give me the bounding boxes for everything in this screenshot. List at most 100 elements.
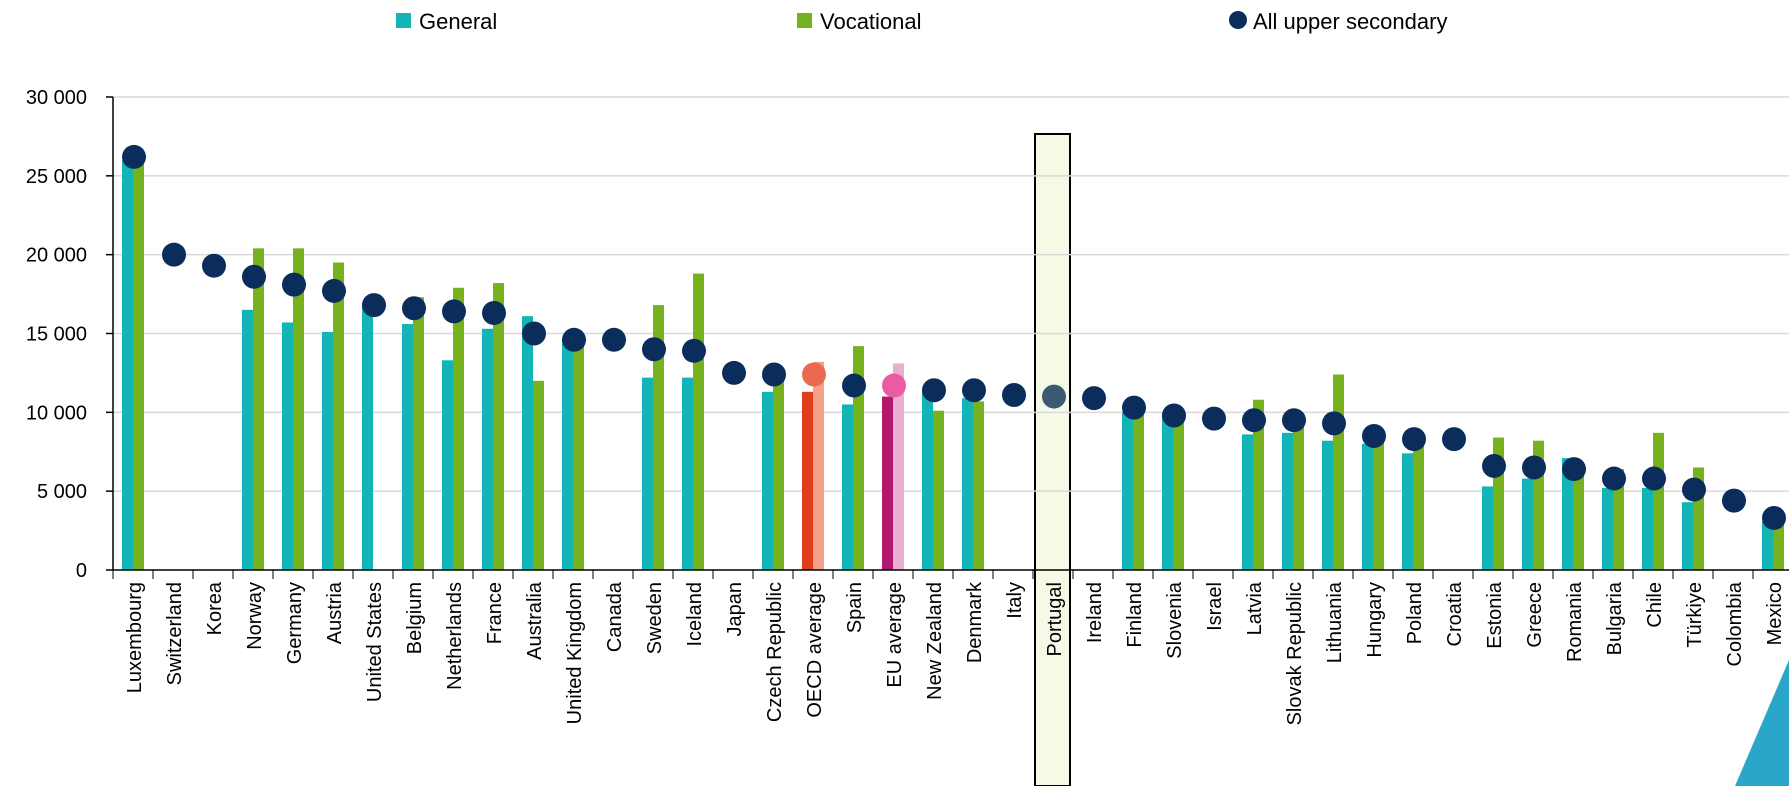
bar-general <box>1482 486 1493 570</box>
gridlines <box>113 96 1789 492</box>
bar-general <box>1522 478 1533 570</box>
bar-vocational <box>893 363 904 570</box>
x-category-label: Slovak Republic <box>1284 582 1306 725</box>
legend-label-all: All upper secondary <box>1253 9 1447 34</box>
x-category-label: Austria <box>324 581 346 644</box>
bar-general <box>882 396 893 570</box>
dot-all-upper-secondary <box>1362 423 1386 448</box>
x-category-label: Mexico <box>1764 582 1786 645</box>
bar-vocational <box>1293 420 1304 570</box>
highlight-box <box>1034 133 1071 786</box>
x-category-label: Norway <box>244 582 266 650</box>
dot-all-upper-secondary <box>1202 406 1226 431</box>
bar-vocational <box>1333 374 1344 570</box>
dot-all-upper-secondary <box>1402 427 1426 452</box>
dot-all-upper-secondary <box>1002 382 1026 407</box>
bar-general <box>682 377 693 570</box>
x-category-label: Spain <box>844 582 866 633</box>
dot-all-upper-secondary <box>482 301 506 326</box>
dot-all-upper-secondary <box>1722 488 1746 513</box>
bar-vocational <box>813 361 824 570</box>
dot-all-upper-secondary <box>1442 427 1466 452</box>
dot-all-upper-secondary <box>1282 408 1306 433</box>
bar-vocational <box>333 262 344 570</box>
bar-vocational <box>693 273 704 570</box>
y-tick-label: 30 000 <box>26 87 87 109</box>
dot-all-upper-secondary <box>362 293 386 318</box>
bar-general <box>522 316 533 570</box>
x-category-label: Korea <box>204 581 226 635</box>
bar-general <box>1162 412 1173 570</box>
dot-all-upper-secondary <box>402 296 426 321</box>
dot-all-upper-secondary <box>322 278 346 303</box>
dots <box>122 144 1786 530</box>
bar-general <box>922 391 933 570</box>
bar-general <box>842 404 853 570</box>
dot-all-upper-secondary <box>1122 395 1146 420</box>
dot-all-upper-secondary <box>522 321 546 346</box>
bar-general <box>1322 440 1333 570</box>
bar-vocational <box>133 160 144 571</box>
bar-general <box>1362 443 1373 570</box>
x-category-label: Iceland <box>684 582 706 647</box>
bar-vocational <box>413 297 424 570</box>
bar-vocational <box>293 248 304 571</box>
dot-all-upper-secondary <box>1322 411 1346 436</box>
y-tick-label: 0 <box>76 560 87 582</box>
dot-all-upper-secondary <box>762 362 786 387</box>
x-category-label: Croatia <box>1444 581 1466 646</box>
legend-swatch-vocational <box>797 13 812 28</box>
axes: 0 5 000 10 000 15 000 20 000 25 000 30 000 <box>26 87 1789 582</box>
dot-all-upper-secondary <box>1522 455 1546 480</box>
bar-vocational <box>1693 467 1704 570</box>
x-category-label: Canada <box>604 581 626 652</box>
y-tick-label: 25 000 <box>26 166 87 188</box>
dot-all-upper-secondary <box>1642 466 1666 491</box>
bar-general <box>762 391 773 570</box>
bar-general <box>442 360 453 570</box>
dot-all-upper-secondary <box>282 272 306 297</box>
bar-vocational <box>1413 439 1424 570</box>
bar-general <box>1642 488 1653 570</box>
bar-general <box>1242 434 1253 570</box>
bar-vocational <box>853 346 864 570</box>
y-tick-label: 5 000 <box>37 481 87 503</box>
bar-general <box>1562 458 1573 570</box>
bar-general <box>962 398 973 570</box>
bar-general <box>282 322 293 570</box>
bar-vocational <box>933 410 944 570</box>
dot-all-upper-secondary <box>642 337 666 362</box>
dot-all-upper-secondary <box>1682 477 1706 502</box>
x-category-label: United Kingdom <box>564 582 586 724</box>
y-tick-label: 10 000 <box>26 402 87 424</box>
bar-vocational <box>973 401 984 570</box>
bar-vocational <box>1493 437 1504 570</box>
bar-vocational <box>1773 514 1784 570</box>
legend-swatch-general <box>396 13 411 28</box>
bar-general <box>242 309 253 570</box>
x-category-label: Belgium <box>404 582 426 654</box>
dot-all-upper-secondary <box>1602 466 1626 491</box>
bar-vocational <box>1613 469 1624 570</box>
x-category-label: Türkiye <box>1684 582 1706 648</box>
bar-vocational <box>773 379 784 570</box>
dot-all-upper-secondary <box>1162 403 1186 428</box>
x-category-label: Ireland <box>1084 582 1106 643</box>
x-category-label: OECD average <box>804 582 826 718</box>
dot-all-upper-secondary <box>962 378 986 403</box>
bar-vocational <box>253 248 264 571</box>
bar-general <box>482 328 493 570</box>
corner-decoration <box>1735 660 1789 786</box>
dot-all-upper-secondary <box>242 264 266 289</box>
dot-all-upper-secondary <box>682 338 706 363</box>
legend-label-general: General <box>419 9 497 34</box>
x-category-label: Colombia <box>1724 581 1746 666</box>
bar-general <box>402 324 413 570</box>
x-category-label: Denmark <box>964 581 986 663</box>
bar-vocational <box>653 305 664 570</box>
x-category-label: Japan <box>724 582 746 637</box>
x-category-label: France <box>484 582 506 644</box>
x-category-label: Slovenia <box>1164 581 1186 659</box>
bar-general <box>1402 453 1413 570</box>
